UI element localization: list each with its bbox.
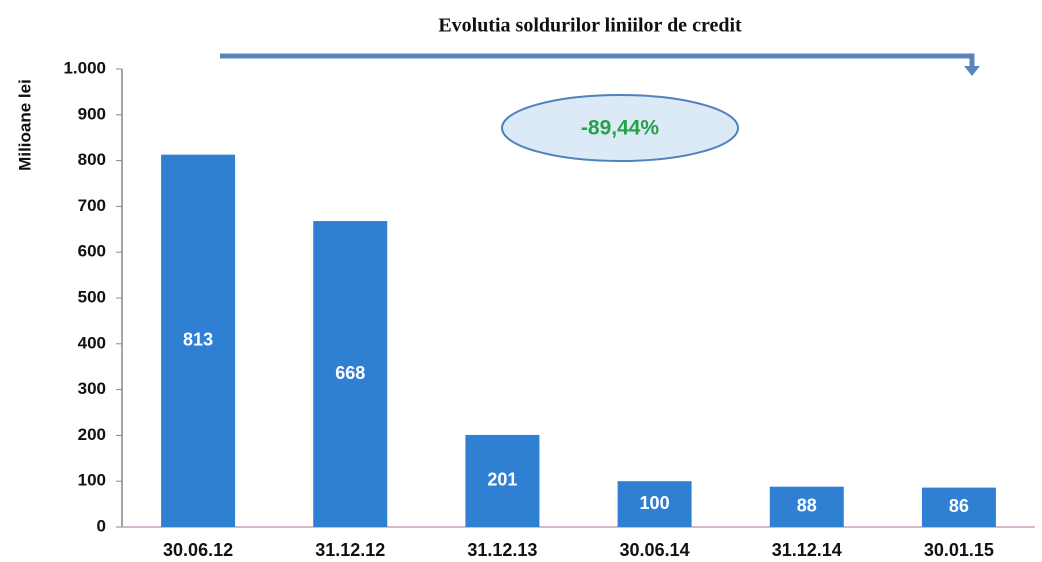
value-label: 813 [183, 330, 213, 350]
x-tick-label: 30.06.12 [163, 540, 233, 560]
y-tick-label: 600 [78, 242, 106, 261]
y-tick-label: 800 [78, 150, 106, 169]
y-tick-label: 900 [78, 104, 106, 123]
value-label: 100 [640, 493, 670, 513]
y-tick-label: 1.000 [63, 58, 106, 77]
value-label: 88 [797, 496, 817, 516]
value-label: 668 [335, 363, 365, 383]
annotation-bubble [501, 94, 739, 162]
y-axis-label: Milioane lei [15, 79, 34, 171]
bar [769, 486, 844, 527]
chart-title: Evolutia soldurilor liniilor de credit [438, 15, 742, 37]
y-tick-label: 400 [78, 333, 106, 352]
bar [465, 434, 540, 527]
value-label: 201 [487, 470, 517, 490]
bar [921, 487, 996, 527]
bar [617, 481, 692, 527]
bar [313, 221, 388, 527]
x-tick-label: 30.06.14 [620, 540, 690, 560]
y-tick-label: 300 [78, 379, 106, 398]
bar [161, 154, 236, 527]
y-tick-label: 100 [78, 471, 106, 490]
y-tick-label: 200 [78, 425, 106, 444]
y-tick-label: 700 [78, 196, 106, 215]
value-label: 86 [949, 496, 969, 516]
y-tick-label: 500 [78, 287, 106, 306]
x-tick-label: 30.01.15 [924, 540, 994, 560]
x-tick-label: 31.12.13 [467, 540, 537, 560]
trend-arrow [220, 53, 980, 76]
annotation: -89,44% [581, 117, 660, 140]
x-tick-label: 31.12.14 [772, 540, 842, 560]
x-tick-label: 31.12.12 [315, 540, 385, 560]
y-tick-label: 0 [97, 516, 106, 535]
